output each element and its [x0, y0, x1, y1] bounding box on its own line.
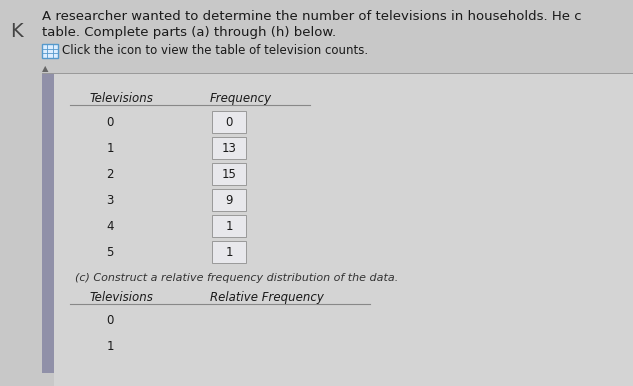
Text: 9: 9: [225, 193, 233, 207]
Text: 2: 2: [106, 168, 114, 181]
Text: 3: 3: [106, 193, 114, 207]
Text: (c) Construct a relative frequency distribution of the data.: (c) Construct a relative frequency distr…: [75, 273, 398, 283]
Text: 0: 0: [106, 315, 114, 327]
Bar: [212, 163, 246, 185]
Bar: [212, 215, 246, 237]
Bar: [42, 44, 58, 58]
Bar: [212, 241, 246, 263]
Text: K: K: [10, 22, 23, 41]
Bar: [212, 189, 246, 211]
Text: 4: 4: [106, 220, 114, 232]
Text: Televisions: Televisions: [90, 291, 154, 304]
Bar: [54, 73, 633, 386]
Text: 0: 0: [106, 115, 114, 129]
Text: Televisions: Televisions: [90, 92, 154, 105]
Text: Click the icon to view the table of television counts.: Click the icon to view the table of tele…: [62, 44, 368, 58]
Text: 13: 13: [222, 142, 237, 154]
Text: 5: 5: [106, 245, 114, 259]
Text: Relative Frequency: Relative Frequency: [210, 291, 324, 304]
Text: 15: 15: [222, 168, 237, 181]
Text: 0: 0: [225, 115, 233, 129]
Bar: [212, 137, 246, 159]
Bar: [42, 73, 54, 373]
Text: 1: 1: [106, 340, 114, 354]
Text: 1: 1: [106, 142, 114, 154]
Text: 1: 1: [225, 245, 233, 259]
Text: ▲: ▲: [42, 64, 49, 73]
Text: Frequency: Frequency: [210, 92, 272, 105]
Text: 1: 1: [225, 220, 233, 232]
Bar: [212, 111, 246, 133]
Text: table. Complete parts (a) through (h) below.: table. Complete parts (a) through (h) be…: [42, 26, 336, 39]
Text: A researcher wanted to determine the number of televisions in households. He c: A researcher wanted to determine the num…: [42, 10, 582, 23]
